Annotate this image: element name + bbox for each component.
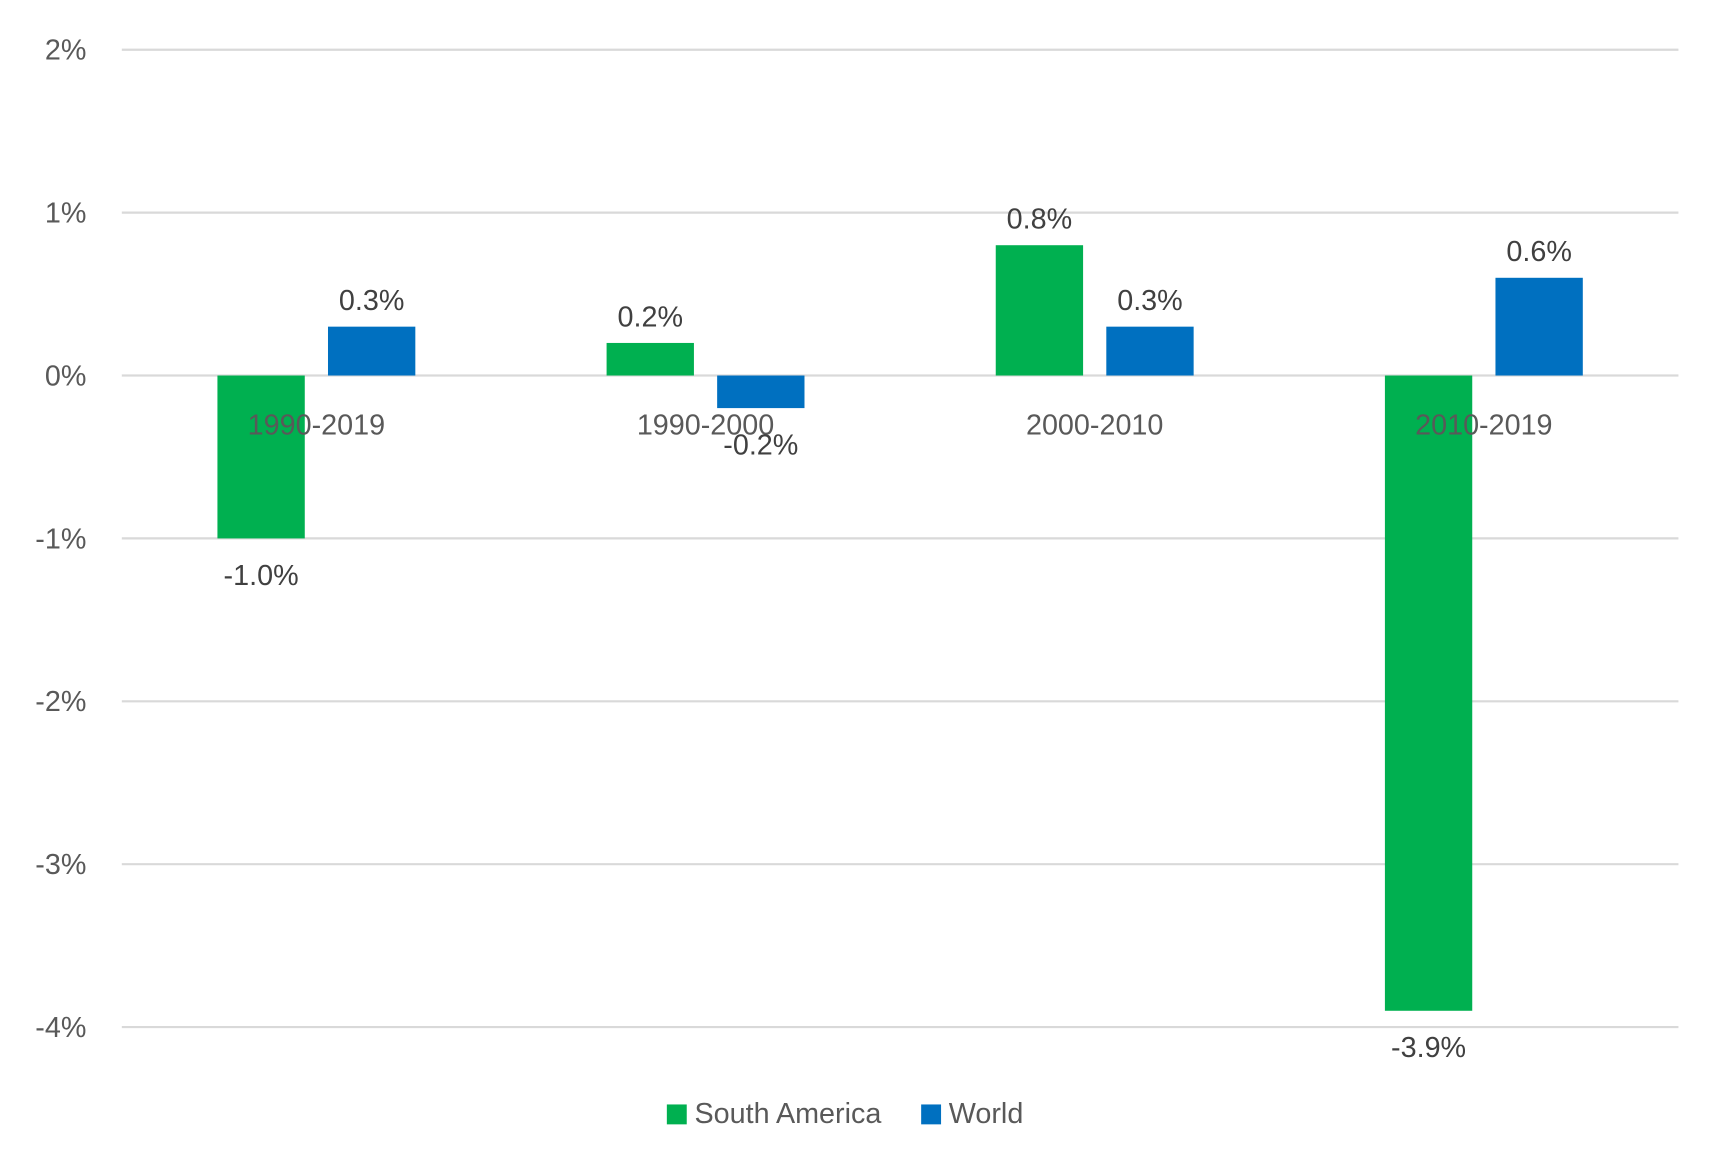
bar-south-america <box>217 375 305 539</box>
data-labels: -1.0% 0.3% 0.2% -0.2% 0.8% 0.3% -3.9% 0.6% <box>224 204 1572 1065</box>
bar-world <box>1495 277 1583 376</box>
category-label: 2010-2019 <box>1415 409 1552 441</box>
category-labels: 1990-2019 1990-2000 2000-2010 2010-2019 <box>248 409 1553 441</box>
legend-label: South America <box>694 1098 881 1130</box>
data-label: -0.2% <box>723 430 798 462</box>
y-tick-label: 0% <box>45 360 87 392</box>
y-tick-label: -2% <box>35 686 86 718</box>
bars <box>217 245 1583 1011</box>
data-label: 0.8% <box>1007 204 1073 236</box>
y-tick-label: 1% <box>45 198 87 230</box>
bar-south-america <box>1384 375 1473 1011</box>
data-label: 0.3% <box>1117 285 1183 317</box>
data-label: 0.6% <box>1506 236 1572 268</box>
bar-world <box>717 375 805 409</box>
category-label: 1990-2019 <box>248 409 385 441</box>
data-label: -1.0% <box>224 560 299 592</box>
y-tick-label: -1% <box>35 523 86 555</box>
y-tick-label: -4% <box>35 1012 86 1044</box>
bar-south-america <box>995 245 1084 376</box>
bar-world <box>327 326 416 376</box>
category-label: 1990-2000 <box>637 409 774 441</box>
category-label: 2000-2010 <box>1026 409 1163 441</box>
data-label: 0.3% <box>339 285 404 317</box>
y-tick-label: -3% <box>35 849 86 881</box>
bar-south-america <box>606 342 694 376</box>
legend: South America World <box>666 1098 1024 1130</box>
legend-swatch <box>666 1104 687 1125</box>
legend-swatch <box>921 1104 942 1125</box>
y-tick-label: 2% <box>45 35 87 67</box>
y-axis-tick-labels: 2% 1% 0% -1% -2% -3% -4% <box>35 35 86 1044</box>
data-label: -3.9% <box>1391 1032 1466 1064</box>
data-label: 0.2% <box>618 301 684 333</box>
bar-world <box>1106 326 1194 376</box>
legend-label: World <box>949 1098 1024 1130</box>
